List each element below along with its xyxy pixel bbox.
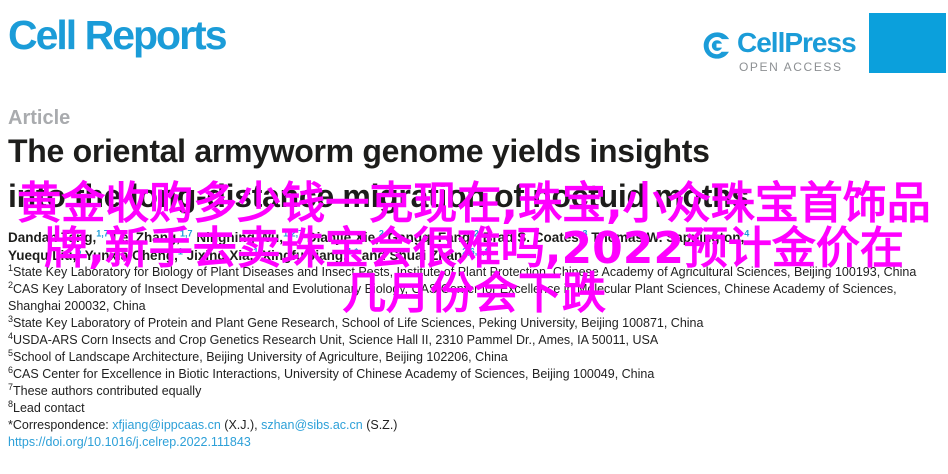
affiliation-item: 4USDA-ARS Corn Insects and Crop Genetics… [8, 330, 659, 347]
affiliation-list: 1State Key Laboratory for Biology of Pla… [8, 262, 942, 417]
cellpress-logo-icon [703, 32, 730, 59]
affiliation-item: 2CAS Key Laboratory of Insect Developmen… [8, 279, 897, 313]
affiliation-item: 8Lead contact [8, 398, 85, 415]
doi-line: https://doi.org/10.1016/j.celrep.2022.11… [8, 434, 942, 451]
brand-color-block [869, 13, 946, 73]
correspondence-text: (X.J.), [220, 418, 262, 432]
author: Dianjie Xie,2 [306, 228, 384, 245]
correspondence-text: (S.Z.) [362, 418, 398, 432]
email-link[interactable]: szhan@sibs.ac.cn [261, 418, 363, 432]
correspondence-line: *Correspondence: xfjiang@ippcaas.cn (X.J… [8, 417, 942, 434]
paper-title: The oriental armyworm genome yields insi… [8, 129, 948, 219]
author: Yunxia Cheng,1 [84, 246, 183, 263]
affiliation-item: 7These authors contributed equally [8, 381, 202, 398]
author-list-line1: Dandan Tang,1,7 Lei Zhang,1,7 Ningning W… [8, 229, 944, 247]
doi-link[interactable]: https://doi.org/10.1016/j.celrep.2022.11… [8, 435, 251, 449]
affiliation-item: 5School of Landscape Architecture, Beiji… [8, 347, 508, 364]
affiliation-item: 1State Key Laboratory for Biology of Pla… [8, 262, 917, 279]
author: Ningning Wu,1,2,7 [196, 228, 304, 245]
author: Yuequ Liu,5 [8, 246, 82, 263]
paper-title-line2: into the long-distance migration of noct… [8, 178, 749, 214]
paper-title-line1: The oriental armyworm genome yields insi… [8, 133, 710, 169]
author: Thomas W. Sappington,4 [591, 228, 750, 245]
correspondence-text: *Correspondence: [8, 418, 113, 432]
article-type-label: Article [8, 107, 71, 129]
author-list: Dandan Tang,1,7 Lei Zhang,1,7 Ningning W… [8, 229, 944, 265]
author: Dandan Tang,1,7 [8, 228, 109, 245]
author: Xingfu Jiang,1,* [262, 246, 358, 263]
affiliation-item: 3State Key Laboratory of Protein and Pla… [8, 313, 704, 330]
open-access-label: OPEN ACCESS [739, 60, 843, 74]
author: and Shuai Zhan2,6,8,* [361, 246, 489, 263]
cellpress-logo: CellPress OPEN ACCESS [701, 27, 857, 74]
journal-logo: Cell Reports [8, 12, 227, 58]
author-list-line2: Yuequ Liu,5 Yunxia Cheng,1 Jixing Xia,1 … [8, 247, 944, 265]
cellpress-wordmark: CellPress [737, 27, 857, 58]
affiliation-item: 6CAS Center for Excellence in Biotic Int… [8, 364, 655, 381]
author: Gangqi Fang,2 [387, 228, 479, 245]
email-link[interactable]: xfjiang@ippcaas.cn [112, 418, 221, 432]
author: Lei Zhang,1,7 [112, 228, 193, 245]
author: Jixing Xia,1 [186, 246, 259, 263]
affiliations-and-footnotes: 1State Key Laboratory for Biology of Pla… [8, 262, 942, 451]
author: Brad S. Coates,3 [482, 228, 588, 245]
